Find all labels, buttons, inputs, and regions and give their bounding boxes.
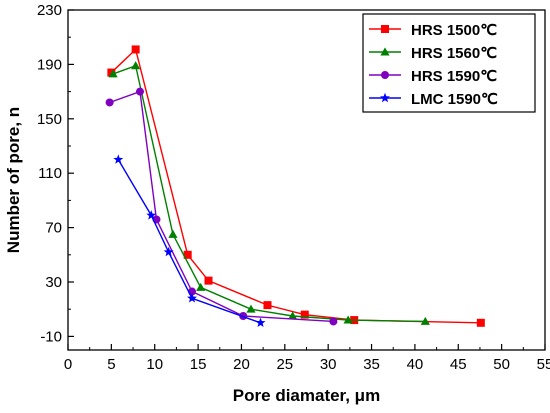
series-layer xyxy=(105,45,485,328)
data-point xyxy=(263,301,272,310)
legend: HRS 1500℃ HRS 1560℃ HRS 1590℃ LMC 1590℃ xyxy=(362,13,536,113)
data-point xyxy=(204,276,213,285)
series-3 xyxy=(105,87,338,326)
legend-label: HRS 1560℃ xyxy=(411,45,497,62)
x-tick-label: 10 xyxy=(146,356,163,373)
y-tick-label: 110 xyxy=(38,165,62,182)
y-tick-label: 230 xyxy=(37,2,62,19)
data-point xyxy=(113,154,124,164)
x-axis-title: Pore diamater, μm xyxy=(233,386,380,405)
x-tick-label: 5 xyxy=(107,356,115,373)
x-tick-label: 20 xyxy=(233,356,250,373)
x-tick-label: 45 xyxy=(450,356,467,373)
legend-label: HRS 1500℃ xyxy=(411,22,497,39)
legend-item: HRS 1560℃ xyxy=(369,45,497,62)
x-tick-label: 40 xyxy=(407,356,424,373)
x-tick-label: 50 xyxy=(493,356,510,373)
data-point xyxy=(288,311,298,320)
x-axis: 0 5 10 15 20 25 30 35 40 45 50 55 xyxy=(64,344,550,373)
data-point xyxy=(381,25,389,33)
data-point xyxy=(131,45,140,54)
series-4 xyxy=(113,154,266,328)
data-point xyxy=(183,250,192,259)
data-point xyxy=(246,304,256,313)
data-point xyxy=(187,293,197,303)
legend-item: HRS 1500℃ xyxy=(369,22,497,39)
y-tick-label: 190 xyxy=(37,56,62,73)
series-line xyxy=(109,90,334,323)
data-point xyxy=(255,317,266,328)
x-tick-label: 55 xyxy=(537,356,550,373)
data-point xyxy=(380,47,390,56)
data-point xyxy=(108,69,118,78)
legend-label: HRS 1590℃ xyxy=(411,68,497,85)
legend-item: HRS 1590℃ xyxy=(369,68,497,85)
y-tick-label: -10 xyxy=(40,328,62,345)
legend-box xyxy=(362,13,536,113)
data-point xyxy=(476,318,485,327)
data-point xyxy=(146,210,157,220)
y-axis-title: Number of pore, n xyxy=(4,107,23,253)
data-point xyxy=(381,71,389,79)
data-point xyxy=(105,98,114,107)
data-point xyxy=(196,282,206,291)
x-tick-label: 30 xyxy=(320,356,337,373)
y-tick-label: 150 xyxy=(37,111,62,128)
data-point xyxy=(131,61,141,70)
x-tick-label: 15 xyxy=(190,356,207,373)
data-point xyxy=(168,229,178,238)
y-axis: -10 30 70 110 150 190 230 xyxy=(37,2,74,345)
data-point xyxy=(300,310,309,319)
data-point xyxy=(420,316,430,325)
data-point xyxy=(135,87,144,96)
data-point xyxy=(343,315,353,324)
data-point xyxy=(380,92,390,103)
series-line xyxy=(110,48,481,324)
legend-item: LMC 1590℃ xyxy=(369,91,498,108)
y-tick-label: 30 xyxy=(45,274,62,291)
x-tick-label: 25 xyxy=(276,356,293,373)
data-point xyxy=(329,317,338,326)
data-point xyxy=(163,246,174,257)
x-tick-label: 35 xyxy=(363,356,380,373)
legend-label: LMC 1590℃ xyxy=(411,91,498,108)
y-tick-label: 70 xyxy=(45,220,62,237)
x-tick-label: 0 xyxy=(64,356,72,373)
